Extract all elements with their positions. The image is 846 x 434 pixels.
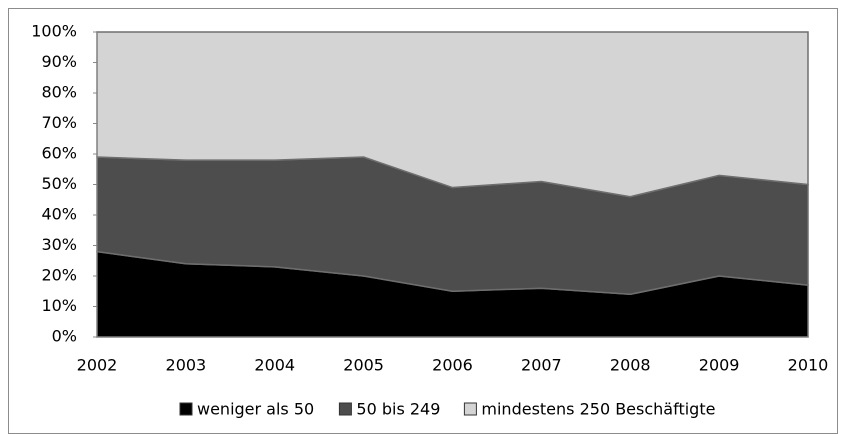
- legend-swatch: [338, 402, 352, 416]
- y-tick-label: 80%: [41, 83, 77, 102]
- x-tick-label: 2009: [699, 356, 740, 375]
- x-tick-label: 2003: [166, 356, 207, 375]
- y-tick-label: 100%: [31, 22, 77, 41]
- y-tick-label: 20%: [41, 266, 77, 285]
- y-tick-label: 30%: [41, 235, 77, 254]
- x-tick-label: 2002: [77, 356, 118, 375]
- x-tick-label: 2005: [343, 356, 384, 375]
- legend-label: weniger als 50: [197, 400, 314, 419]
- x-tick-label: 2008: [610, 356, 651, 375]
- y-tick-label: 10%: [41, 296, 77, 315]
- legend-label: 50 bis 249: [356, 400, 440, 419]
- y-tick-label: 70%: [41, 113, 77, 132]
- y-tick-label: 90%: [41, 52, 77, 71]
- x-tick-label: 2006: [432, 356, 473, 375]
- legend-swatch: [179, 402, 193, 416]
- x-tick-label: 2007: [521, 356, 562, 375]
- legend-swatch: [463, 402, 477, 416]
- y-tick-label: 50%: [41, 174, 77, 193]
- area: [96, 31, 809, 198]
- y-tick-label: 60%: [41, 144, 77, 163]
- y-tick-label: 40%: [41, 205, 77, 224]
- legend-label: mindestens 250 Beschäftigte: [481, 400, 715, 419]
- x-tick-label: 2010: [788, 356, 829, 375]
- x-tick-label: 2004: [254, 356, 295, 375]
- y-tick-label: 0%: [52, 327, 77, 346]
